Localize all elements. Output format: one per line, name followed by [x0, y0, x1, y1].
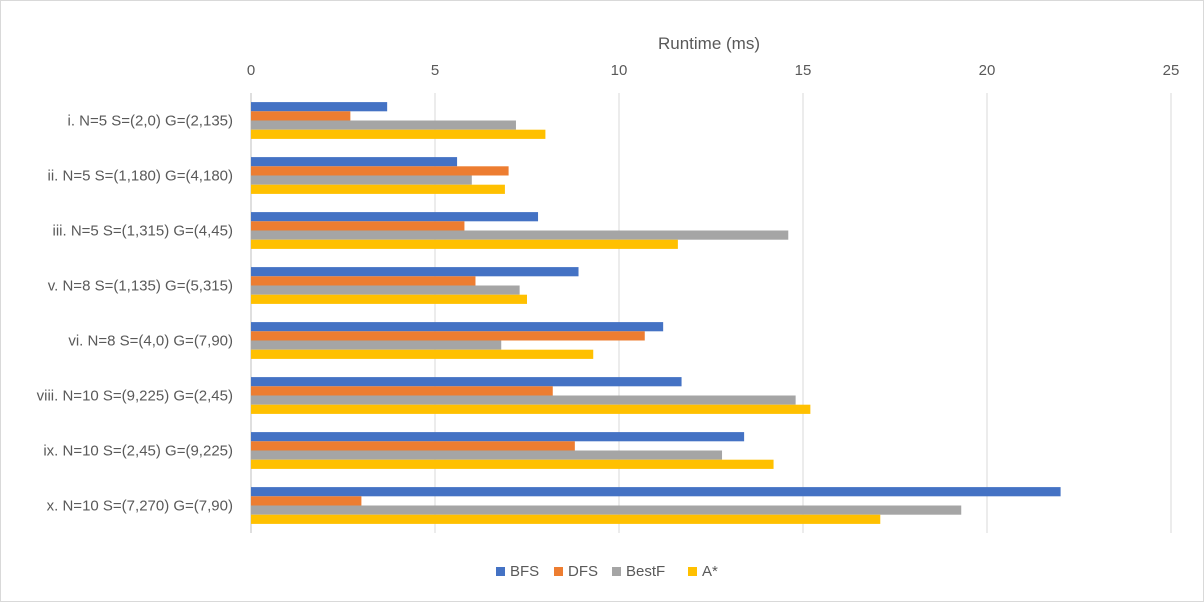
bar-bfs [251, 212, 539, 222]
bar-bestf [251, 505, 962, 515]
bar-bfs [251, 102, 388, 112]
bar-bfs [251, 377, 682, 387]
bar-dfs [251, 331, 645, 341]
bar-bfs [251, 487, 1061, 497]
bar-a [251, 239, 678, 249]
bar-dfs [251, 496, 362, 506]
bar-dfs [251, 111, 351, 121]
legend-swatch [612, 567, 621, 576]
bar-bfs [251, 322, 664, 332]
legend-label: BestF [626, 563, 665, 580]
bar-bestf [251, 450, 723, 460]
bar-a [251, 129, 546, 139]
legend-label: A* [702, 563, 718, 580]
bars [251, 102, 1061, 524]
bar-a [251, 349, 594, 359]
category-label: ii. N=5 S=(1,180) G=(4,180) [47, 168, 233, 185]
bar-bestf [251, 175, 472, 185]
legend-swatch [688, 567, 697, 576]
category-label: i. N=5 S=(2,0) G=(2,135) [68, 113, 234, 130]
category-label: viii. N=10 S=(9,225) G=(2,45) [37, 388, 233, 405]
category-label: v. N=8 S=(1,135) G=(5,315) [48, 278, 233, 295]
bar-a [251, 514, 881, 524]
bar-a [251, 459, 774, 469]
bar-a [251, 404, 811, 414]
category-labels: i. N=5 S=(2,0) G=(2,135) ii. N=5 S=(1,180… [37, 113, 233, 515]
bar-bfs [251, 267, 579, 277]
category-label: vi. N=8 S=(4,0) G=(7,90) [68, 333, 233, 350]
bar-bfs [251, 157, 458, 167]
bar-bestf [251, 120, 516, 130]
category-label: ix. N=10 S=(2,45) G=(9,225) [43, 443, 233, 460]
x-tick-label: 15 [795, 62, 812, 79]
bar-bestf [251, 340, 502, 350]
bar-bestf [251, 285, 520, 295]
x-tick-label: 0 [247, 62, 255, 79]
bar-a [251, 184, 505, 194]
category-label: iii. N=5 S=(1,315) G=(4,45) [52, 223, 233, 240]
legend-label: DFS [568, 563, 598, 580]
legend-label: BFS [510, 563, 539, 580]
x-tick-labels: 0 5 10 15 20 25 [247, 62, 1180, 79]
legend-swatch [554, 567, 563, 576]
x-axis-title: Runtime (ms) [658, 34, 760, 53]
x-tick-label: 10 [611, 62, 628, 79]
bar-dfs [251, 386, 553, 396]
x-tick-label: 5 [431, 62, 439, 79]
bar-bestf [251, 395, 796, 405]
bar-bfs [251, 432, 745, 442]
legend-swatch [496, 567, 505, 576]
bar-a [251, 294, 527, 304]
bar-dfs [251, 441, 575, 451]
category-label: x. N=10 S=(7,270) G=(7,90) [47, 498, 233, 515]
bar-bestf [251, 230, 789, 240]
x-tick-label: 25 [1163, 62, 1180, 79]
x-tick-label: 20 [979, 62, 996, 79]
bar-dfs [251, 166, 509, 176]
bar-dfs [251, 221, 465, 231]
bar-dfs [251, 276, 476, 286]
legend: BFS DFS BestF A* [496, 563, 718, 580]
